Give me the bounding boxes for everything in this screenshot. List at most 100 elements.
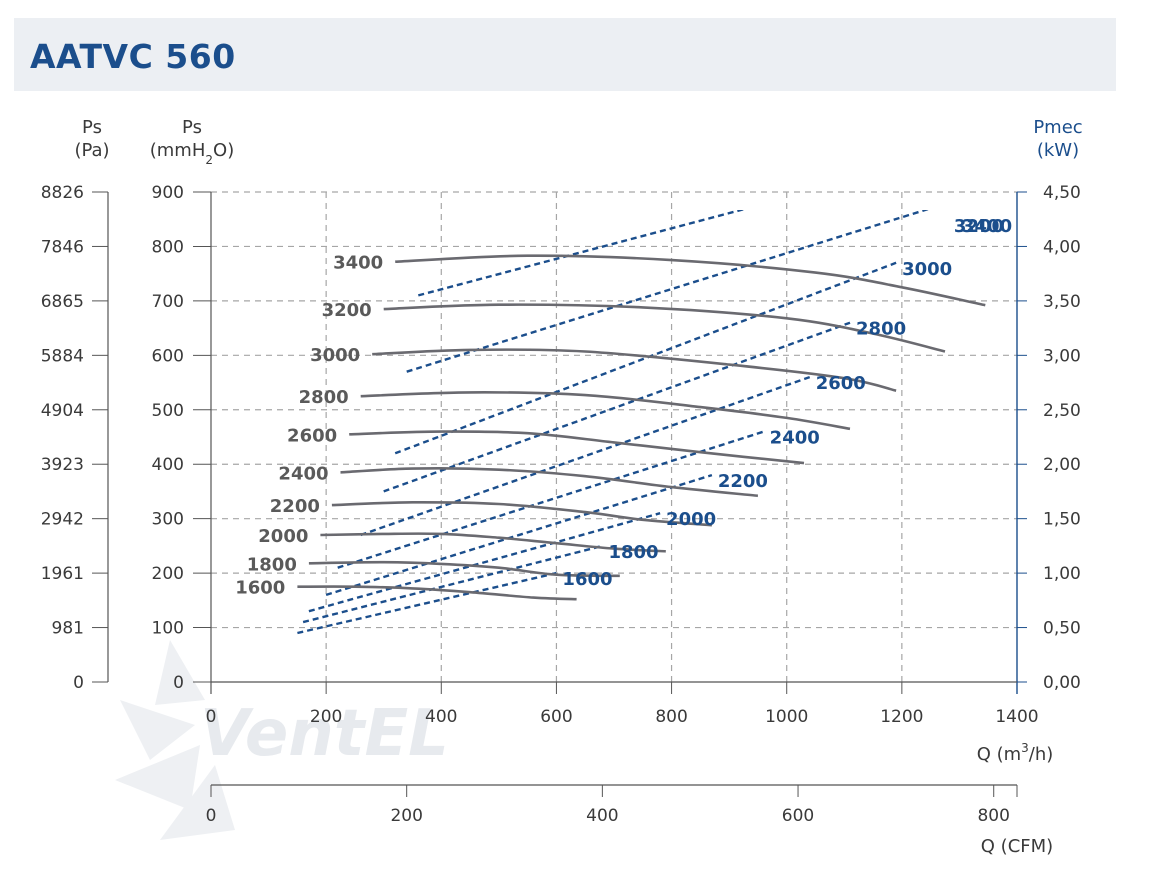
pressure-curve-label-3400: 3400: [333, 253, 383, 274]
ps-pa-unit: (Pa): [74, 140, 109, 161]
mmh2o-tick-label: 500: [152, 401, 184, 421]
power-curve-3000: [394, 261, 897, 455]
cfm-tick-label: 0: [206, 806, 217, 826]
pmec-tick-label: 0,00: [1043, 673, 1081, 693]
q-tick-label: 0: [206, 707, 217, 727]
pressure-curve-2800: [360, 391, 851, 431]
mmh2o-tick-label: 100: [152, 619, 184, 639]
q-m3h-axis-title: Q (m3/h): [977, 741, 1054, 765]
pa-tick-label: 1961: [41, 564, 84, 584]
pressure-curve-2200: [331, 500, 713, 527]
power-curve-2000: [308, 512, 661, 613]
power-curve-label-3400: 3400: [962, 216, 1012, 237]
mmh2o-tick-label: 600: [152, 346, 184, 366]
pa-tick-label: 981: [52, 619, 84, 639]
pa-tick-label: 2942: [41, 510, 84, 530]
pa-tick-label: 5884: [41, 346, 84, 366]
pressure-curve-label-2800: 2800: [299, 387, 349, 408]
power-curve-label-2800: 2800: [856, 319, 906, 340]
axes: [92, 191, 1027, 797]
power-curve-2600: [360, 375, 811, 537]
pmec-unit: (kW): [1037, 140, 1079, 161]
q-tick-label: 200: [310, 707, 342, 727]
pa-tick-label: 6865: [41, 292, 84, 312]
ps-mmh2o-unit: (mmH2O): [150, 140, 234, 167]
curve-labels: 1600180020002200240026002800300032003400…: [235, 216, 1012, 599]
ps-mmh2o-title: Ps: [182, 117, 202, 138]
watermark-logo: VentEL: [115, 640, 449, 840]
power-curve-2200: [325, 473, 713, 597]
mmh2o-tick-label: 400: [152, 455, 184, 475]
pa-tick-label: 7846: [41, 237, 84, 257]
pressure-curve-label-3200: 3200: [322, 300, 372, 321]
q-cfm-axis-title: Q (CFM): [981, 836, 1053, 857]
watermark-fan-icon: [115, 640, 235, 840]
pmec-tick-label: 2,00: [1043, 455, 1081, 475]
page-title: AATVC 560: [30, 37, 236, 76]
power-curve-2800: [383, 321, 851, 493]
cfm-tick-label: 800: [977, 806, 1009, 826]
power-curve-label-2200: 2200: [718, 471, 768, 492]
power-curve-2400: [337, 430, 765, 569]
pmec-tick-label: 4,00: [1043, 237, 1081, 257]
pressure-curve-label-1600: 1600: [235, 578, 285, 599]
mmh2o-tick-label: 700: [152, 292, 184, 312]
pressure-curve-label-2200: 2200: [270, 496, 320, 517]
power-curve-label-3000: 3000: [902, 259, 952, 280]
pa-tick-label: 8826: [41, 183, 84, 203]
ps-pa-title: Ps: [82, 117, 102, 138]
q-tick-label: 800: [655, 707, 687, 727]
power-curve-3200: [406, 210, 930, 373]
power-curve-label-3200: 3200: [954, 216, 1004, 237]
pressure-curve-2600: [349, 430, 805, 465]
pmec-tick-label: 3,50: [1043, 292, 1081, 312]
power-curve-1600: [297, 571, 557, 635]
power-curve-label-1600: 1600: [562, 569, 612, 590]
pa-tick-label: 3923: [41, 455, 84, 475]
mmh2o-tick-label: 800: [152, 237, 184, 257]
pmec-title: Pmec: [1033, 117, 1082, 138]
mmh2o-tick-label: 0: [173, 673, 184, 693]
pressure-curve-3000: [372, 348, 897, 392]
power-curve-1800: [302, 544, 603, 624]
cfm-tick-label: 600: [782, 806, 814, 826]
pressure-curve-2400: [340, 467, 759, 498]
pmec-tick-label: 1,00: [1043, 564, 1081, 584]
pressure-curve-label-2400: 2400: [278, 463, 328, 484]
cfm-tick-label: 200: [390, 806, 422, 826]
pressure-curve-2000: [320, 532, 666, 553]
pressure-curve-label-3000: 3000: [310, 345, 360, 366]
power-curve-label-1800: 1800: [608, 542, 658, 563]
pressure-curve-3400: [395, 254, 986, 307]
cfm-tick-label: 400: [586, 806, 618, 826]
pmec-tick-label: 1,50: [1043, 510, 1081, 530]
pmec-tick-label: 2,50: [1043, 401, 1081, 421]
power-curve-label-2000: 2000: [666, 509, 716, 530]
pmec-tick-label: 0,50: [1043, 619, 1081, 639]
pressure-curves: [297, 254, 986, 601]
q-tick-label: 1200: [880, 707, 923, 727]
pressure-curve-label-2600: 2600: [287, 425, 337, 446]
pressure-curve-label-2000: 2000: [258, 526, 308, 547]
pressure-curve-label-1800: 1800: [247, 554, 297, 575]
pressure-curve-3200: [383, 303, 946, 353]
pa-tick-label: 0: [73, 673, 84, 693]
tick-labels: 8826 900 4,50 7846 800 4,00 6865 700 3,50 5884 600…: [41, 183, 1081, 826]
pressure-curve-1600: [297, 585, 577, 601]
q-tick-label: 1400: [995, 707, 1038, 727]
power-curve-label-2400: 2400: [770, 428, 820, 449]
power-curves: [297, 210, 930, 635]
header-bar: AATVC 560: [14, 18, 1116, 91]
q-tick-label: 400: [425, 707, 457, 727]
pmec-tick-label: 4,50: [1043, 183, 1081, 203]
power-curve-label-2600: 2600: [816, 373, 866, 394]
mmh2o-tick-label: 900: [152, 183, 184, 203]
q-tick-label: 1000: [765, 707, 808, 727]
q-tick-label: 600: [540, 707, 572, 727]
pmec-tick-label: 3,00: [1043, 346, 1081, 366]
pa-tick-label: 4904: [41, 401, 84, 421]
pressure-curve-1800: [308, 560, 620, 578]
mmh2o-tick-label: 200: [152, 564, 184, 584]
mmh2o-tick-label: 300: [152, 510, 184, 530]
